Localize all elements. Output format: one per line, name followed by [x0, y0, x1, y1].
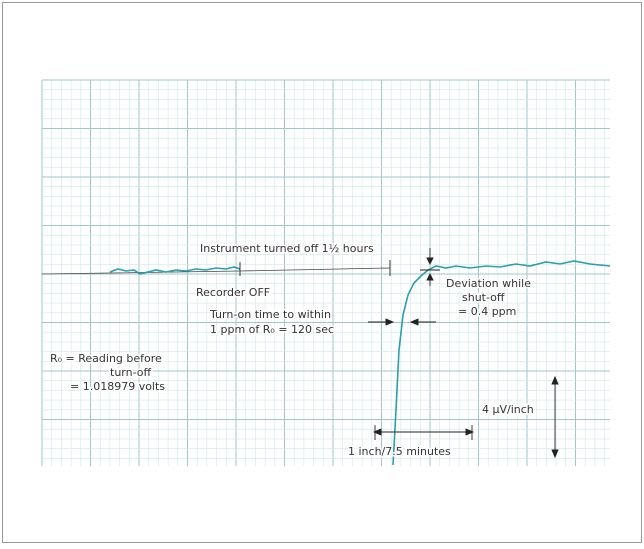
chart-paper [41, 79, 610, 466]
arrowhead [426, 272, 434, 281]
arrowhead [409, 318, 419, 326]
annotation-marks [239, 248, 559, 459]
trace-after [392, 260, 611, 466]
baseline [41, 267, 391, 275]
annotation: 4 μV/inch [482, 403, 534, 416]
annotation: = 0.4 ppm [458, 305, 516, 318]
annotation: Instrument turned off 1½ hours [200, 242, 374, 255]
trace-before [109, 266, 241, 275]
annotation: 1 ppm of R₀ = 120 sec [210, 323, 334, 336]
annotation: shut-off [462, 291, 505, 304]
trace [41, 260, 611, 466]
frame [2, 2, 642, 543]
annotation: R₀ = Reading before [50, 352, 162, 365]
annotation: = 1.018979 volts [70, 380, 165, 393]
annotation: turn-off [110, 366, 151, 379]
annotation: Recorder OFF [196, 286, 270, 299]
annotation: Turn-on time to within [209, 308, 331, 321]
arrowhead [426, 257, 434, 266]
arrowhead [372, 428, 475, 436]
arrowhead [385, 318, 395, 326]
annotation: Deviation while [446, 277, 531, 290]
arrowhead [551, 375, 559, 459]
annotation: 1 inch/7.5 minutes [348, 445, 451, 458]
